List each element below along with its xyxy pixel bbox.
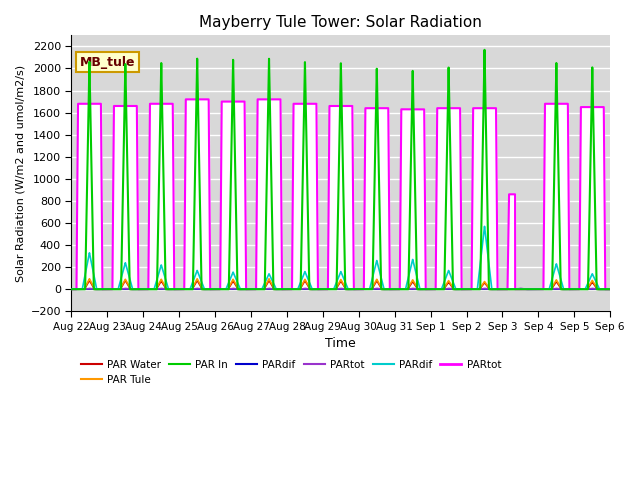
PAR Water	[465, 287, 472, 292]
PARdif	[102, 287, 110, 292]
PAR Tule	[295, 287, 303, 292]
PAR Tule	[350, 287, 358, 292]
PAR Water	[86, 277, 93, 283]
Line: PARdif: PARdif	[72, 227, 611, 289]
PAR Tule	[68, 287, 76, 292]
PAR Tule	[84, 280, 92, 286]
PARdif	[68, 287, 76, 292]
PAR Water	[295, 287, 303, 292]
PARdif	[392, 287, 399, 292]
PARdif	[350, 287, 358, 292]
PARtot	[182, 96, 189, 102]
PARtot	[102, 287, 110, 292]
PAR In	[102, 287, 110, 292]
PAR Water	[607, 287, 614, 292]
PARtot	[84, 286, 92, 291]
PAR In	[465, 287, 472, 292]
PAR Tule	[86, 276, 93, 282]
PARtot	[607, 287, 614, 292]
PAR In	[84, 168, 92, 173]
PARtot	[607, 287, 614, 292]
PARtot	[84, 101, 92, 107]
PAR Tule	[607, 287, 614, 292]
PAR In	[68, 287, 76, 292]
PAR Tule	[102, 287, 110, 292]
PAR Tule	[392, 287, 399, 292]
PARdif	[607, 287, 614, 292]
PARdif	[102, 287, 110, 292]
Line: PARtot: PARtot	[72, 288, 611, 289]
PARdif	[350, 287, 358, 292]
PARtot	[588, 286, 596, 291]
PARtot	[465, 287, 472, 292]
PARtot	[102, 287, 110, 292]
PARdif	[588, 286, 596, 292]
PAR In	[481, 47, 488, 53]
Text: MB_tule: MB_tule	[79, 56, 135, 69]
X-axis label: Time: Time	[326, 337, 356, 350]
PARtot	[68, 287, 76, 292]
PARdif	[68, 287, 76, 292]
PAR Water	[68, 287, 76, 292]
PAR In	[392, 287, 399, 292]
PAR Tule	[465, 287, 472, 292]
Line: PAR In: PAR In	[72, 50, 611, 289]
PARtot	[392, 287, 399, 292]
PARdif	[607, 287, 614, 292]
PARtot	[350, 287, 358, 292]
PARdif	[392, 287, 399, 292]
PAR Water	[84, 281, 92, 287]
PAR In	[350, 287, 358, 292]
PAR Water	[102, 287, 110, 292]
Line: PAR Tule: PAR Tule	[72, 279, 611, 289]
PAR Water	[350, 287, 358, 292]
PARdif	[295, 283, 303, 289]
PARtot	[465, 287, 472, 292]
PARdif	[465, 287, 472, 292]
PARtot	[350, 287, 358, 292]
Line: PARtot: PARtot	[72, 99, 611, 289]
Title: Mayberry Tule Tower: Solar Radiation: Mayberry Tule Tower: Solar Radiation	[200, 15, 483, 30]
PARdif	[465, 287, 472, 292]
PARtot	[68, 287, 76, 292]
Y-axis label: Solar Radiation (W/m2 and umol/m2/s): Solar Radiation (W/m2 and umol/m2/s)	[15, 65, 25, 282]
PARtot	[295, 101, 303, 107]
Legend: PAR Water, PAR Tule, PAR In, PARdif, PARtot, PARdif, PARtot: PAR Water, PAR Tule, PAR In, PARdif, PAR…	[77, 355, 505, 389]
PARdif	[84, 260, 92, 266]
PARtot	[295, 287, 303, 292]
PAR In	[295, 287, 303, 292]
PARdif	[295, 287, 303, 292]
PARdif	[481, 224, 488, 229]
PARtot	[392, 287, 399, 292]
PARdif	[84, 286, 92, 292]
PAR In	[607, 287, 614, 292]
PAR Water	[392, 287, 399, 292]
Line: PAR Water: PAR Water	[72, 280, 611, 289]
